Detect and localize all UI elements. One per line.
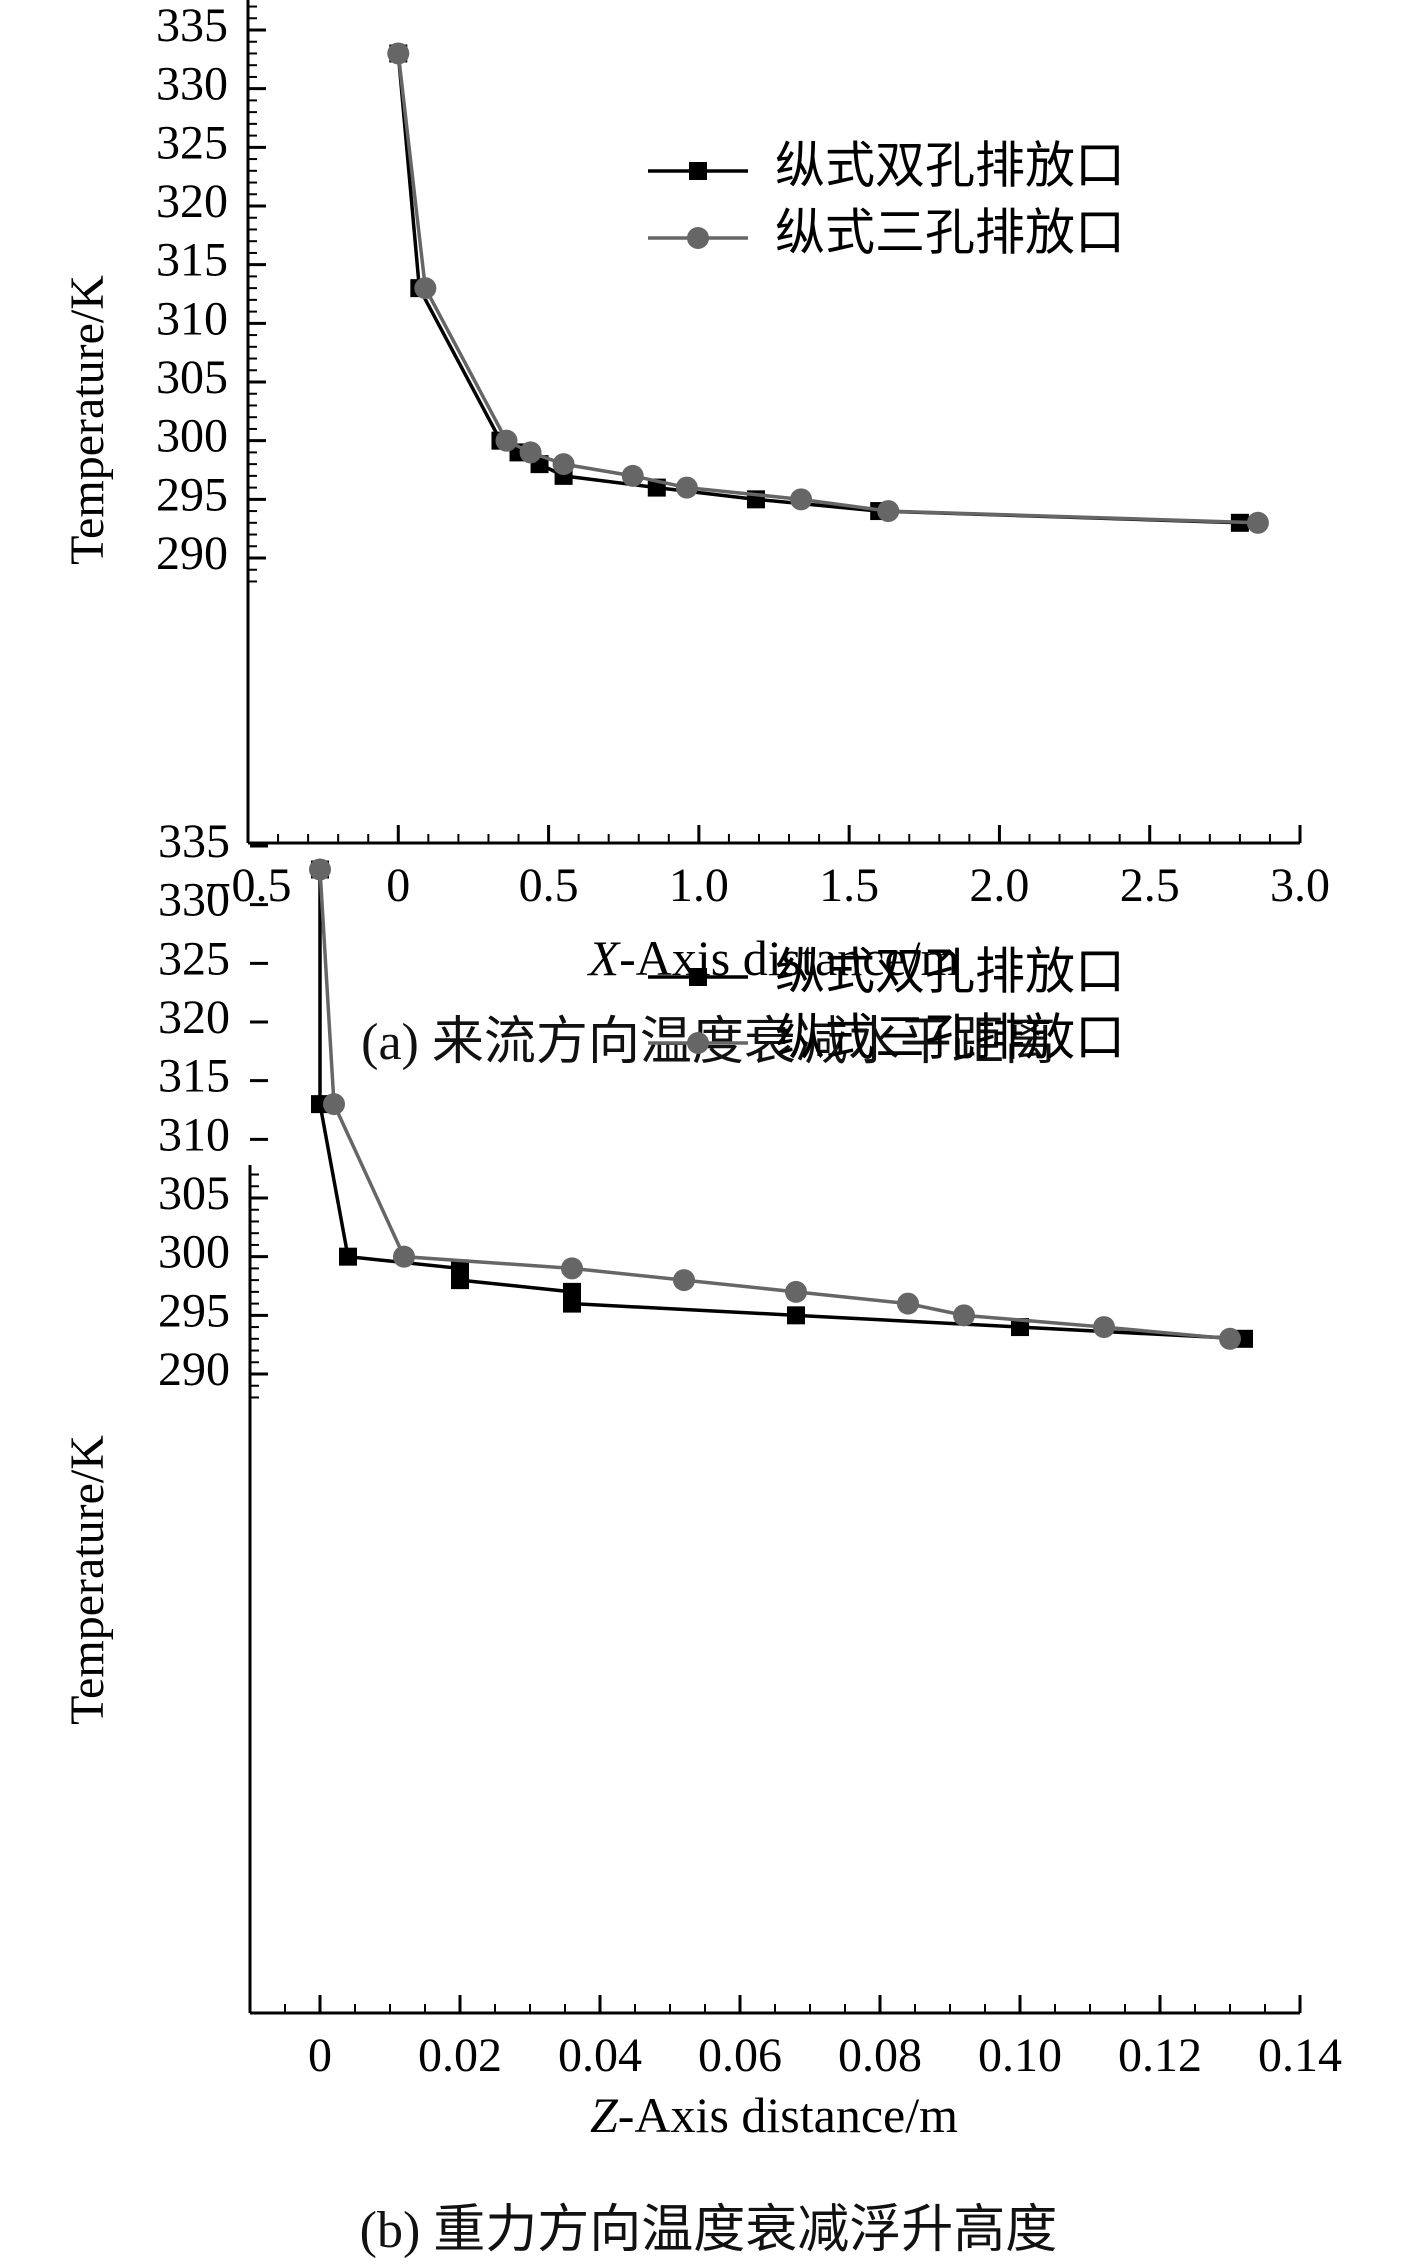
data-point-circle <box>1246 511 1269 534</box>
data-point-circle <box>323 1093 345 1116</box>
y-tick-label: 315 <box>156 234 228 287</box>
data-point-circle <box>785 1280 807 1303</box>
y-tick-label: 290 <box>156 527 228 580</box>
data-point-circle <box>621 464 644 487</box>
x-tick-label: 0.02 <box>418 2029 502 2082</box>
data-point-circle <box>1093 1316 1115 1339</box>
y-tick-label: 310 <box>156 292 228 345</box>
data-point-circle <box>393 1245 415 1268</box>
data-point-circle <box>519 441 542 464</box>
y-tick-label: 290 <box>158 1343 230 1396</box>
data-point-square <box>339 1247 357 1266</box>
y-tick-label: 295 <box>156 468 228 521</box>
x-tick-label: 0 <box>308 2029 332 2082</box>
x-tick-label: −0.5 <box>204 859 291 912</box>
data-point-circle <box>673 1269 695 1292</box>
x-tick-label: 1.5 <box>819 859 879 912</box>
x-tick-label: 1.0 <box>669 859 729 912</box>
data-point-circle <box>495 429 518 452</box>
legend-marker-square <box>689 968 707 986</box>
data-point-circle <box>1219 1327 1241 1350</box>
legend-marker-circle <box>687 227 709 249</box>
series-line-2 <box>318 869 1231 1341</box>
y-tick-label: 320 <box>156 175 228 228</box>
y-tick-label: 300 <box>156 410 228 463</box>
y-tick-label: 335 <box>158 815 230 868</box>
x-tick-label: 0 <box>386 859 410 912</box>
data-point-circle <box>561 1257 583 1280</box>
x-tick-label: 2.0 <box>969 859 1029 912</box>
chart-panel-a: 290 295 300 305 310 315 320 325 330 335 −0.5 0 0.5 1.… <box>0 0 1417 1130</box>
data-point-circle <box>877 500 900 523</box>
x-axis-label-var: X <box>587 930 622 986</box>
y-tick-label: 300 <box>158 1226 230 1279</box>
x-axis-label: Z-Axis distance/m <box>590 2087 958 2143</box>
data-point-circle <box>897 1292 919 1315</box>
x-tick-label: 0.14 <box>1258 2029 1342 2082</box>
x-tick-label: 3.0 <box>1270 859 1330 912</box>
y-tick-label: 295 <box>158 1284 230 1337</box>
data-point-square <box>451 1271 469 1290</box>
x-tick-label: 2.5 <box>1120 859 1180 912</box>
data-point-circle <box>953 1304 975 1327</box>
series-line-1 <box>396 53 1240 525</box>
legend-label-1: 纵式双孔排放口 <box>775 943 1125 999</box>
x-tick-label: 0.06 <box>698 2029 782 2082</box>
data-point-circle <box>790 488 813 511</box>
legend-label-2: 纵式三孔排放口 <box>775 1009 1125 1065</box>
x-tick-label: 0.5 <box>519 859 579 912</box>
data-point-circle <box>309 858 331 881</box>
y-tick-label: 305 <box>156 351 228 404</box>
y-axis-label: Temperature/K <box>61 1435 114 1725</box>
y-tick-label: 335 <box>156 0 228 52</box>
series-line-1 <box>318 869 1245 1341</box>
x-axis-label-text: -Axis distance/m <box>618 2087 958 2143</box>
y-tick-label: 325 <box>158 932 230 985</box>
data-point-circle <box>675 476 698 499</box>
data-point-square <box>1011 1318 1029 1337</box>
y-tick-label: 305 <box>158 1167 230 1220</box>
caption-b: (b) 重力方向温度衰减浮升高度 <box>359 2202 1058 2259</box>
y-tick-label: 325 <box>156 116 228 169</box>
x-tick-label: 0.04 <box>558 2029 642 2082</box>
y-tick-label: 310 <box>158 1108 230 1161</box>
y-tick-label: 315 <box>158 1050 230 1103</box>
data-point-square <box>787 1306 805 1325</box>
legend-marker-square <box>689 162 707 180</box>
x-tick-label: 0.10 <box>978 2029 1062 2082</box>
data-point-circle <box>552 453 575 476</box>
data-point-circle <box>414 277 437 300</box>
data-point-square <box>563 1294 581 1313</box>
legend-label-2: 纵式三孔排放口 <box>775 204 1125 260</box>
x-axis-label-var: Z <box>590 2087 619 2143</box>
y-tick-label: 330 <box>158 874 230 927</box>
x-tick-label: 0.08 <box>838 2029 922 2082</box>
y-tick-label: 330 <box>156 58 228 111</box>
y-tick-label: 320 <box>158 991 230 1044</box>
legend-label-1: 纵式双孔排放口 <box>775 137 1125 193</box>
legend-marker-circle <box>687 1032 709 1054</box>
y-axis-label: Temperature/K <box>61 275 114 565</box>
series-line-2 <box>396 53 1258 525</box>
chart-panel-b: 290 295 300 305 310 315 320 325 330 335 0 0.02 0.04 0… <box>0 815 1417 2265</box>
data-point-circle <box>387 42 410 65</box>
x-tick-label: 0.12 <box>1118 2029 1202 2082</box>
